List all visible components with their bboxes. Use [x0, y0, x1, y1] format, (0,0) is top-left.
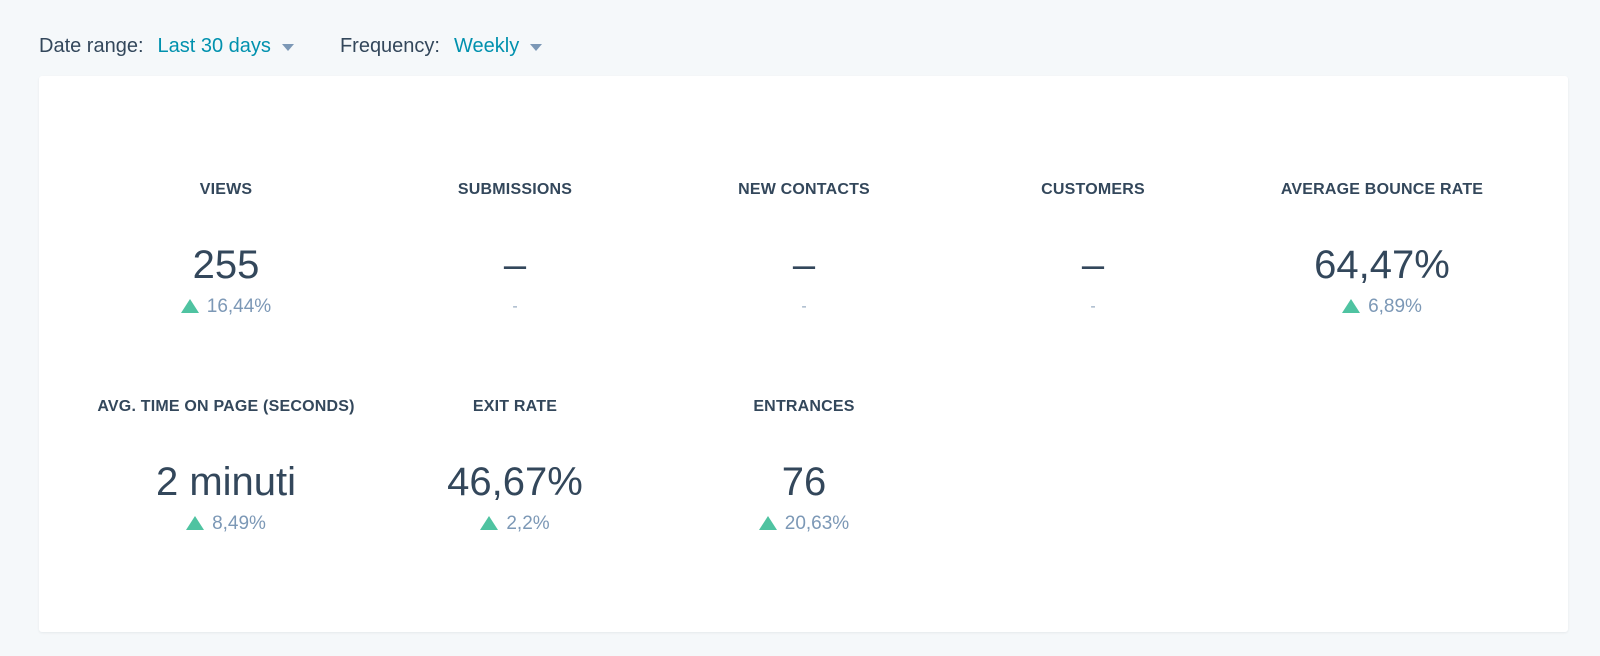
metric-change-value: 20,63%	[784, 513, 850, 534]
metric-value: 46,67%	[447, 460, 583, 504]
metric-change-value: 16,44%	[206, 296, 272, 317]
metric-new-contacts: NEW CONTACTS – -	[659, 179, 949, 319]
metric-customers: CUSTOMERS – -	[948, 179, 1238, 319]
date-range-label: Date range:	[39, 34, 144, 57]
frequency-filter: Frequency: Weekly	[339, 34, 543, 58]
metric-change-value: -	[1090, 298, 1096, 315]
metric-change-value: 8,49%	[212, 513, 266, 534]
chevron-down-icon	[281, 43, 294, 51]
date-range-dropdown[interactable]: Last 30 days	[158, 35, 294, 58]
metrics-card: VIEWS 255 16,44% SUBMISSIONS – - NEW CON…	[39, 76, 1568, 632]
metric-avg-time-on-page: AVG. TIME ON PAGE (SECONDS) 2 minuti 8,4…	[81, 396, 371, 536]
metric-change: -	[948, 295, 1238, 319]
metric-value: –	[1081, 243, 1105, 287]
metric-label: CUSTOMERS	[1041, 181, 1145, 198]
metric-value: –	[792, 243, 816, 287]
chevron-down-icon	[530, 43, 543, 51]
metric-label: SUBMISSIONS	[457, 181, 573, 198]
metric-value: 64,47%	[1314, 243, 1450, 287]
metric-label: EXIT RATE	[472, 398, 558, 415]
metric-change: 16,44%	[81, 295, 371, 319]
frequency-dropdown[interactable]: Weekly	[454, 34, 543, 58]
frequency-value: Weekly	[454, 34, 520, 57]
metric-label: VIEWS	[199, 181, 253, 198]
metric-change: 20,63%	[659, 512, 949, 536]
metric-label: AVERAGE BOUNCE RATE	[1280, 181, 1484, 198]
date-range-value: Last 30 days	[157, 34, 271, 57]
trend-up-icon	[1342, 299, 1361, 313]
frequency-label: Frequency:	[339, 34, 440, 57]
metric-change: 6,89%	[1237, 295, 1527, 319]
trend-up-icon	[758, 516, 777, 530]
trend-up-icon	[186, 516, 205, 530]
metric-change: 2,2%	[370, 512, 660, 536]
metric-value: 255	[192, 243, 260, 287]
metric-change: -	[370, 295, 660, 319]
metric-value: –	[503, 243, 527, 287]
metric-exit-rate: EXIT RATE 46,67% 2,2%	[370, 396, 660, 536]
metric-value: 2 minuti	[155, 460, 297, 504]
metric-label: AVG. TIME ON PAGE (SECONDS)	[97, 398, 355, 415]
metric-change-value: -	[512, 298, 518, 315]
metric-change: 8,49%	[81, 512, 371, 536]
metric-submissions: SUBMISSIONS – -	[370, 179, 660, 319]
metric-average-bounce-rate: AVERAGE BOUNCE RATE 64,47% 6,89%	[1237, 179, 1527, 319]
metric-views: VIEWS 255 16,44%	[81, 179, 371, 319]
trend-up-icon	[180, 299, 199, 313]
metric-value: 76	[781, 460, 827, 504]
metric-change-value: 2,2%	[506, 513, 550, 534]
metric-label: NEW CONTACTS	[738, 181, 870, 198]
metric-entrances: ENTRANCES 76 20,63%	[659, 396, 949, 536]
metric-change-value: -	[801, 298, 807, 315]
metric-label: ENTRANCES	[753, 398, 855, 415]
trend-up-icon	[480, 516, 499, 530]
date-range-filter: Date range: Last 30 days	[39, 35, 294, 58]
report-filters: Date range: Last 30 days Frequency: Week…	[39, 30, 588, 62]
metric-change: -	[659, 295, 949, 319]
metric-change-value: 6,89%	[1368, 296, 1422, 317]
